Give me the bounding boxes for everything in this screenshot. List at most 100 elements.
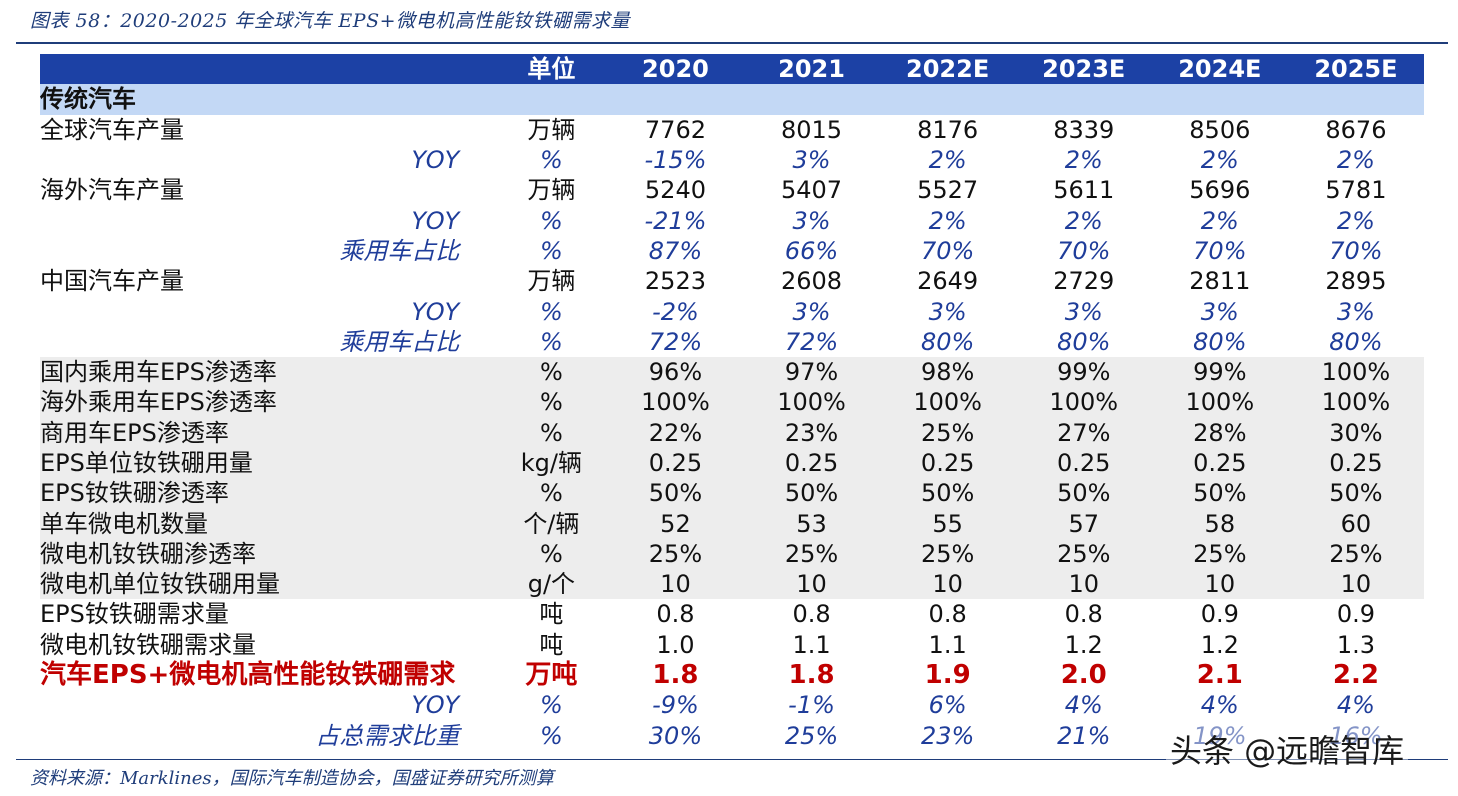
row-value: 28% (1151, 417, 1288, 448)
row-value: 2608 (781, 267, 843, 296)
row-label: YOY (411, 297, 460, 326)
row-value: 0.8 (1064, 600, 1103, 629)
row-value: 70% (920, 236, 975, 265)
row-value: 2% (1336, 206, 1375, 235)
row-value: 8176 (917, 115, 979, 144)
row-value: 5240 (644, 176, 706, 205)
row-value: 1.8 (652, 660, 699, 691)
row-value: 25% (1287, 538, 1424, 570)
row-label: 乘用车占比 (339, 236, 460, 265)
row-unit: 吨 (539, 600, 564, 629)
row-value: 2523 (644, 267, 706, 296)
row-unit: % (539, 297, 563, 326)
row-value: 10 (1287, 569, 1424, 600)
row-unit: 个/辆 (495, 508, 608, 539)
row-value: 4% (1336, 691, 1375, 720)
row-value: 10 (743, 569, 880, 600)
row-value: 70% (1193, 236, 1247, 265)
header-year: 2020 (607, 54, 744, 85)
row-value: 2% (1064, 146, 1103, 175)
row-value: 2% (1064, 206, 1103, 235)
row-value: 8339 (1053, 115, 1115, 144)
row-label: 海外乘用车EPS渗透率 (40, 387, 496, 418)
row-value: 96% (607, 356, 744, 388)
row-value: 25% (784, 721, 839, 750)
source-note: 资料来源：Marklines，国际汽车制造协会，国盛证券研究所测算 (30, 768, 554, 789)
row-value: 8015 (781, 115, 843, 144)
row-value: 2729 (1053, 267, 1115, 296)
row-value: 100% (1287, 387, 1424, 418)
row-value: 22% (607, 417, 744, 448)
row-label: 汽车EPS+微电机高性能钕铁硼需求 (40, 660, 456, 691)
table-row: 乘用车占比% 87% 66% 70% 70% 70% 70% (40, 236, 1424, 266)
table-row: YOY% -21% 3% 2% 2% 2% 2% (40, 205, 1424, 235)
row-unit: 万辆 (527, 176, 576, 205)
row-label: 微电机钕铁硼需求量 (40, 630, 256, 659)
row-value: 100% (879, 387, 1016, 418)
row-unit: % (539, 236, 563, 265)
row-value: 5611 (1053, 176, 1115, 205)
row-value: 2% (928, 206, 967, 235)
row-label: 微电机单位钕铁硼用量 (40, 569, 496, 600)
row-value: 53 (743, 508, 880, 539)
header-year: 2024E (1151, 54, 1288, 85)
table-row: 海外乘用车EPS渗透率% 100% 100% 100% 100% 100% 100% (40, 387, 1424, 418)
row-unit: % (495, 417, 608, 448)
row-value: 99% (1015, 356, 1152, 388)
row-value: 72% (784, 327, 839, 356)
row-value: 50% (607, 478, 744, 509)
row-value: 25% (879, 538, 1016, 570)
row-value: 10 (607, 569, 744, 600)
table-row: EPS钕铁硼需求量 吨 0.8 0.8 0.8 0.8 0.9 0.9 (40, 599, 1424, 629)
row-value: 80% (1057, 327, 1111, 356)
row-label: 国内乘用车EPS渗透率 (40, 356, 496, 388)
row-unit: % (539, 206, 563, 235)
table-row: 汽车EPS+微电机高性能钕铁硼需求 万吨 1.8 1.8 1.9 2.0 2.1 2.2 (40, 660, 1424, 690)
row-label: YOY (411, 146, 460, 175)
row-value: 0.8 (792, 600, 831, 629)
row-value: 72% (648, 327, 703, 356)
row-value: 25% (607, 538, 744, 570)
row-value: 19% (1193, 721, 1247, 750)
table-row: 单车微电机数量 个/辆 52 53 55 57 58 60 (40, 508, 1424, 539)
row-value: 30% (648, 721, 703, 750)
row-value: 1.3 (1336, 630, 1376, 659)
row-label: 乘用车占比 (339, 327, 460, 356)
header-row: 单位 2020 2021 2022E 2023E 2024E 2025E (40, 54, 1424, 85)
row-value: 1.2 (1200, 630, 1239, 659)
row-value: 4% (1064, 691, 1103, 720)
row-value: 1.2 (1064, 630, 1103, 659)
row-value: 5527 (917, 176, 979, 205)
row-value: 66% (784, 236, 839, 265)
row-value: 50% (1015, 478, 1152, 509)
row-value: 21% (1057, 721, 1111, 750)
row-value: 1.9 (924, 660, 971, 691)
row-label: 中国汽车产量 (40, 267, 184, 296)
row-value: 25% (743, 538, 880, 570)
row-value: 23% (920, 721, 975, 750)
row-value: -21% (644, 206, 707, 235)
table-row: 乘用车占比% 72% 72% 80% 80% 80% 80% (40, 327, 1424, 357)
row-value: 25% (1015, 538, 1152, 570)
row-value: 0.25 (1151, 447, 1288, 479)
row-value: 2% (1336, 146, 1375, 175)
table-row: 微电机单位钕铁硼用量 g/个 10 10 10 10 10 10 (40, 569, 1424, 600)
row-value: 87% (648, 236, 703, 265)
row-value: 58 (1151, 508, 1288, 539)
row-unit: g/个 (495, 569, 608, 600)
row-value: 0.25 (1015, 447, 1152, 479)
row-value: 3% (792, 206, 831, 235)
row-value: -9% (652, 691, 699, 720)
row-value: 25% (879, 417, 1016, 448)
figure-title: 图表 58：2020-2025 年全球汽车 EPS+微电机高性能钕铁硼需求量 (30, 10, 631, 32)
row-value: 50% (743, 478, 880, 509)
table-row: 商用车EPS渗透率% 22% 23% 25% 27% 28% 30% (40, 417, 1424, 448)
header-year: 2025E (1287, 54, 1424, 85)
row-label: 占总需求比重 (315, 721, 460, 750)
row-label: 微电机钕铁硼渗透率 (40, 538, 496, 570)
row-value: 70% (1057, 236, 1111, 265)
row-unit: % (539, 691, 563, 720)
row-value: 4% (1200, 691, 1239, 720)
row-value: 80% (1193, 327, 1247, 356)
header-year: 2022E (879, 54, 1016, 85)
